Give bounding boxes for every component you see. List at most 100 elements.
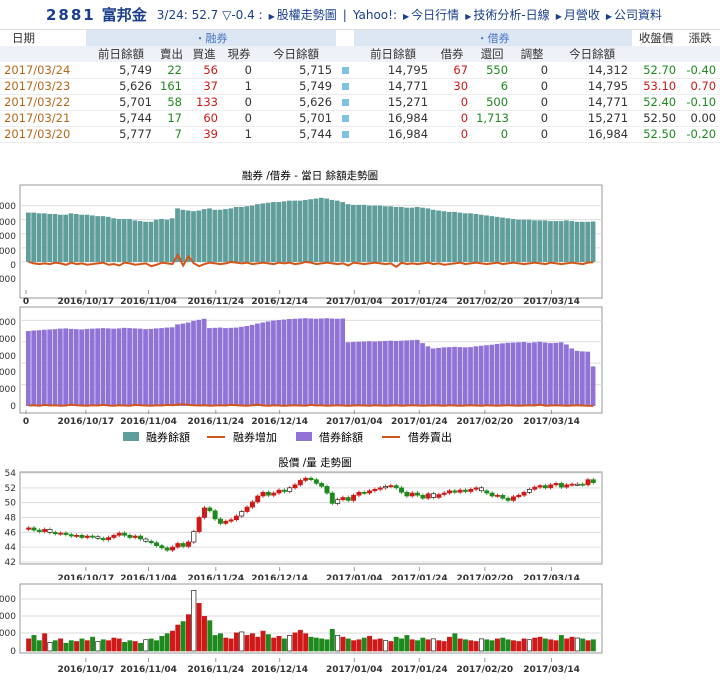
short-balance-bar <box>580 351 585 406</box>
volume-bar <box>100 639 106 652</box>
table-row: 2017/03/20 5,777 7 39 1 5,744 16,984 0 0 0 16,984 5… <box>0 126 720 143</box>
short-balance-bar <box>52 329 58 406</box>
legend: 融券餘額 融券增加 借券餘額 借券賣出 <box>123 430 452 444</box>
link-monthly-revenue[interactable]: ▶ 月營收 <box>555 8 600 22</box>
short-balance-bar <box>462 347 468 406</box>
margin-balance-bar <box>180 209 186 262</box>
volume-bar <box>159 635 165 652</box>
candle <box>399 487 405 493</box>
short-balance-bar <box>414 339 420 406</box>
x-tick-label: 2016/10/17 <box>58 417 115 427</box>
short-cell: 1,713 <box>472 110 513 127</box>
candle <box>196 517 202 532</box>
candle <box>548 484 554 489</box>
volume-bar <box>116 638 122 652</box>
x-tick-label: 2016/11/04 <box>120 297 177 305</box>
volume-bar <box>564 638 570 652</box>
x-tick-label: 2017/01/04 <box>326 417 383 427</box>
short-balance-bar <box>574 350 580 406</box>
margin-balance-bar <box>31 212 37 262</box>
short-balance-bar <box>159 328 164 406</box>
candle <box>191 531 197 543</box>
volume-bar <box>399 638 405 652</box>
candle <box>68 534 74 537</box>
margin-balance-bar <box>521 219 527 262</box>
volume-bar <box>393 636 399 652</box>
candle <box>148 540 154 544</box>
legend-swatch <box>123 432 139 441</box>
margin-balance-bar <box>73 214 79 262</box>
short-balance-bar <box>542 342 548 406</box>
link-today-quote[interactable]: ▶ 今日行情 <box>403 8 460 22</box>
short-balance-bar <box>500 343 505 406</box>
row-marker <box>336 110 355 127</box>
volume-bar <box>473 641 479 652</box>
link-company-info[interactable]: ▶ 公司資料 <box>605 8 663 22</box>
link-technical-daily[interactable]: ▶ 技術分析-日線 <box>465 8 550 22</box>
short-sell-line <box>28 403 594 407</box>
short-balance-bar <box>276 320 282 406</box>
candle <box>271 492 277 496</box>
short-balance-bar <box>356 341 362 406</box>
volume-bar <box>463 639 468 652</box>
candle <box>122 532 128 536</box>
volume-bar <box>148 638 154 652</box>
short-balance-bar <box>116 328 122 406</box>
close-price: 53.10 <box>632 78 681 95</box>
price-change: -0.20 <box>680 126 720 143</box>
short-balance-bar <box>137 328 143 406</box>
volume-bar <box>191 590 197 652</box>
volume-bar <box>479 638 484 652</box>
candle <box>207 507 213 512</box>
short-balance-bar <box>239 326 244 406</box>
margin-balance-bar <box>510 218 516 262</box>
candle <box>393 485 399 489</box>
link-shareholding-chart[interactable]: ▶ 股權走勢圖 <box>268 8 337 22</box>
volume-bar <box>345 638 351 652</box>
volume-bar <box>239 631 245 652</box>
short-balance-bar <box>265 321 271 406</box>
candle <box>489 492 495 497</box>
margin-balance-bar <box>79 214 84 262</box>
volume-bar <box>138 642 143 652</box>
short-col-header: 還回 <box>472 46 513 62</box>
candle <box>510 496 516 501</box>
candle <box>463 489 468 492</box>
candle <box>526 489 532 493</box>
margin-balance-bar <box>127 218 132 262</box>
margin-balance-bar <box>350 204 356 262</box>
margin-balance-bar <box>366 205 372 262</box>
x-tick-label: 2016/11/24 <box>187 297 244 305</box>
x-tick-label: 2017/01/24 <box>391 417 448 427</box>
short-balance-bar <box>228 327 234 406</box>
volume-bar <box>548 639 554 652</box>
stock-name: 富邦金 <box>101 6 147 24</box>
margin-balance-bar <box>420 207 425 262</box>
close-price: 52.40 <box>632 94 681 111</box>
candle <box>361 491 367 494</box>
margin-balance-bar <box>564 220 569 262</box>
margin-cell: 56 <box>186 62 222 79</box>
candle <box>186 541 191 547</box>
margin-balance-bar <box>585 221 591 262</box>
short-balance-bar <box>303 318 308 406</box>
candle <box>484 490 490 494</box>
volume-bar <box>526 639 532 652</box>
margin-balance-bar <box>553 221 559 262</box>
short-cell: 550 <box>472 62 513 79</box>
short-balance-bar <box>420 343 425 406</box>
margin-balance-bar <box>276 202 282 262</box>
volume-bar <box>276 635 282 652</box>
candle <box>457 489 463 493</box>
volume-bar <box>505 639 511 652</box>
link-yahoo[interactable]: Yahoo!: <box>352 7 398 22</box>
candle <box>281 489 287 492</box>
short-balance-bar <box>457 347 463 406</box>
volume-bar <box>255 636 261 652</box>
short-balance-bar <box>393 340 399 406</box>
volume-bar <box>201 616 207 652</box>
margin-balance-bar <box>281 201 287 262</box>
x-tick-label: 2016/12/14 <box>251 417 308 427</box>
margin-balance-bar <box>542 220 548 262</box>
